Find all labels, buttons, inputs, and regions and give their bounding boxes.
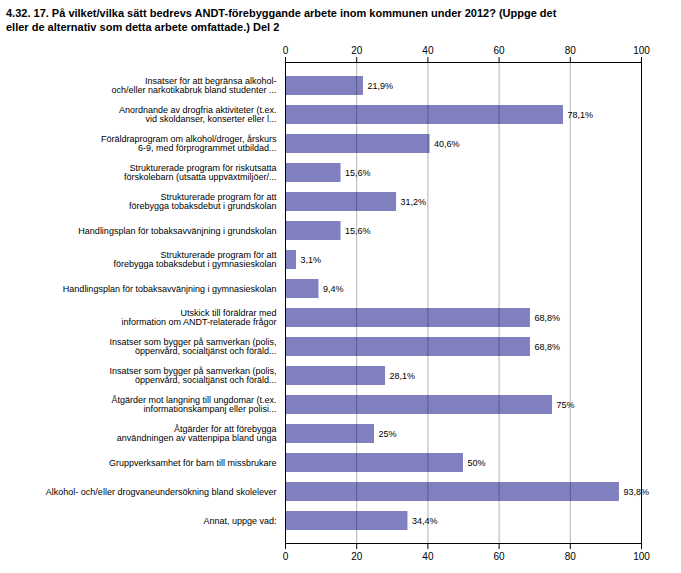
svg-text:60: 60 [494,45,506,56]
svg-text:Handlingsplan för tobaksavvänj: Handlingsplan för tobaksavvänjning i gru… [78,226,276,236]
svg-text:75%: 75% [557,400,575,410]
svg-text:9,4%: 9,4% [323,284,344,294]
svg-text:60: 60 [494,551,506,562]
svg-text:3,1%: 3,1% [301,255,322,265]
svg-text:Utskick till föräldrar medinfo: Utskick till föräldrar medinformation om… [121,308,276,327]
svg-text:Strukturerade program för risk: Strukturerade program för riskutsattaför… [124,163,277,182]
svg-text:68,8%: 68,8% [534,342,560,352]
svg-text:Anordnande av drogfria aktivit: Anordnande av drogfria aktiviteter (t.ex… [119,105,277,124]
svg-text:25%: 25% [379,429,397,439]
svg-text:50%: 50% [468,458,486,468]
svg-text:Handlingsplan för tobaksavvänj: Handlingsplan för tobaksavvänjning i gym… [63,284,277,294]
svg-text:Annat, uppge vad:: Annat, uppge vad: [203,516,276,526]
svg-text:28,1%: 28,1% [390,371,416,381]
svg-text:80: 80 [565,551,577,562]
svg-text:Alkohol- och/eller drogvaneund: Alkohol- och/eller drogvaneundersökning … [46,487,277,497]
svg-text:Gruppverksamhet för barn till: Gruppverksamhet för barn till missbrukar… [109,458,277,468]
svg-text:Åtgärder mot langning till ung: Åtgärder mot langning till ungdomar (t.e… [111,395,276,414]
svg-text:68,8%: 68,8% [534,313,560,323]
svg-text:100: 100 [633,551,650,562]
svg-text:40: 40 [422,45,434,56]
svg-text:93,8%: 93,8% [623,487,649,497]
svg-text:40,6%: 40,6% [434,139,460,149]
svg-text:31,2%: 31,2% [401,197,427,207]
html-text:4.32. 17. På vilket/vilka sätt: 4.32. 17. På vilket/vilka sätt bedrevs A… [6,7,557,33]
svg-text:Strukturerade program för attf: Strukturerade program för attförebygga t… [113,250,277,269]
svg-text:0: 0 [283,551,289,562]
svg-text:15,6%: 15,6% [345,168,371,178]
svg-text:78,1%: 78,1% [568,110,594,120]
svg-text:21,9%: 21,9% [367,81,393,91]
svg-text:80: 80 [565,45,577,56]
svg-text:100: 100 [633,45,650,56]
svg-text:Föräldraprogram om alkohol/dro: Föräldraprogram om alkohol/droger, årsku… [101,134,277,153]
svg-text:20: 20 [351,551,363,562]
svg-text:Insatser som bygger på samverk: Insatser som bygger på samverkan (polis,… [109,337,276,356]
svg-text:0: 0 [283,45,289,56]
svg-text:Strukturerade program för attf: Strukturerade program för attförebygga t… [129,192,277,211]
svg-text:34,4%: 34,4% [412,516,438,526]
svg-text:15,6%: 15,6% [345,226,371,236]
svg-text:Åtgärder för att förebyggaanvä: Åtgärder för att förebyggaanvändningen a… [117,424,277,443]
svg-text:20: 20 [351,45,363,56]
svg-text:40: 40 [422,551,434,562]
svg-text:Insatser för att begränsa alko: Insatser för att begränsa alkohol-och/el… [111,76,276,95]
svg-text:Insatser som bygger på samverk: Insatser som bygger på samverkan (polis,… [109,366,276,385]
